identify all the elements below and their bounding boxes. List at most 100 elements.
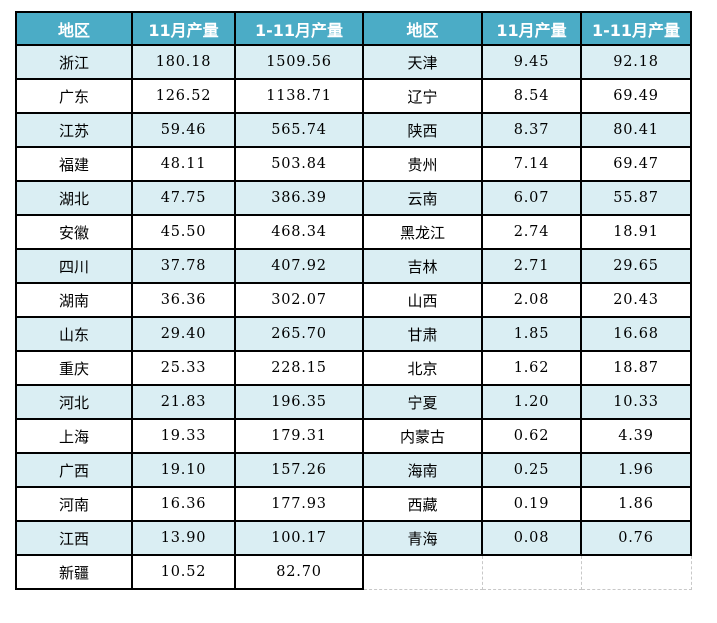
value-cell: 16.36 <box>131 486 236 522</box>
value-cell: 4.39 <box>580 418 692 454</box>
production-table: 地区 11月产量 1-11月产量 地区 11月产量 1-11月产量 浙江 180.… <box>15 11 692 590</box>
table-row: 重庆 25.33 228.15 北京 1.62 18.87 <box>15 350 692 386</box>
region-cell: 宁夏 <box>362 384 483 420</box>
region-cell: 广西 <box>15 452 133 488</box>
region-cell: 湖北 <box>15 180 133 216</box>
value-cell: 0.08 <box>481 520 582 556</box>
value-cell: 45.50 <box>131 214 236 250</box>
value-cell: 2.71 <box>481 248 582 284</box>
value-cell: 265.70 <box>234 316 364 352</box>
value-cell: 19.33 <box>131 418 236 454</box>
value-cell: 1.20 <box>481 384 582 420</box>
region-cell: 内蒙古 <box>362 418 483 454</box>
region-cell: 陕西 <box>362 112 483 148</box>
region-cell: 甘肃 <box>362 316 483 352</box>
table-row: 山东 29.40 265.70 甘肃 1.85 16.68 <box>15 316 692 352</box>
region-cell: 江苏 <box>15 112 133 148</box>
value-cell: 126.52 <box>131 78 236 114</box>
value-cell: 13.90 <box>131 520 236 556</box>
table-row: 上海 19.33 179.31 内蒙古 0.62 4.39 <box>15 418 692 454</box>
table-row: 湖南 36.36 302.07 山西 2.08 20.43 <box>15 282 692 318</box>
value-cell: 180.18 <box>131 44 236 80</box>
region-cell: 辽宁 <box>362 78 483 114</box>
region-cell: 广东 <box>15 78 133 114</box>
value-cell: 179.31 <box>234 418 364 454</box>
value-cell: 2.08 <box>481 282 582 318</box>
value-cell: 16.68 <box>580 316 692 352</box>
table-row: 广东 126.52 1138.71 辽宁 8.54 69.49 <box>15 78 692 114</box>
value-cell: 1.62 <box>481 350 582 386</box>
value-cell: 21.83 <box>131 384 236 420</box>
value-cell: 1509.56 <box>234 44 364 80</box>
value-cell: 19.10 <box>131 452 236 488</box>
value-cell: 565.74 <box>234 112 364 148</box>
table-row: 浙江 180.18 1509.56 天津 9.45 92.18 <box>15 44 692 80</box>
value-cell: 196.35 <box>234 384 364 420</box>
value-cell: 1138.71 <box>234 78 364 114</box>
empty-cell <box>580 554 692 590</box>
value-cell: 0.76 <box>580 520 692 556</box>
table-row: 四川 37.78 407.92 吉林 2.71 29.65 <box>15 248 692 284</box>
table-row: 广西 19.10 157.26 海南 0.25 1.96 <box>15 452 692 488</box>
value-cell: 407.92 <box>234 248 364 284</box>
region-cell: 北京 <box>362 350 483 386</box>
region-cell: 贵州 <box>362 146 483 182</box>
value-cell: 9.45 <box>481 44 582 80</box>
empty-cell <box>362 554 483 590</box>
value-cell: 0.19 <box>481 486 582 522</box>
table-row: 河南 16.36 177.93 西藏 0.19 1.86 <box>15 486 692 522</box>
region-cell: 河南 <box>15 486 133 522</box>
value-cell: 0.62 <box>481 418 582 454</box>
value-cell: 69.49 <box>580 78 692 114</box>
value-cell: 48.11 <box>131 146 236 182</box>
value-cell: 468.34 <box>234 214 364 250</box>
value-cell: 29.65 <box>580 248 692 284</box>
value-cell: 36.36 <box>131 282 236 318</box>
region-cell: 上海 <box>15 418 133 454</box>
value-cell: 20.43 <box>580 282 692 318</box>
column-header-jan-nov-right: 1-11月产量 <box>580 11 692 46</box>
header-row: 地区 11月产量 1-11月产量 地区 11月产量 1-11月产量 <box>15 11 692 46</box>
region-cell: 安徽 <box>15 214 133 250</box>
value-cell: 59.46 <box>131 112 236 148</box>
table-row: 江苏 59.46 565.74 陕西 8.37 80.41 <box>15 112 692 148</box>
value-cell: 18.91 <box>580 214 692 250</box>
value-cell: 25.33 <box>131 350 236 386</box>
value-cell: 29.40 <box>131 316 236 352</box>
table-row: 新疆 10.52 82.70 <box>15 554 692 590</box>
value-cell: 302.07 <box>234 282 364 318</box>
value-cell: 2.74 <box>481 214 582 250</box>
value-cell: 80.41 <box>580 112 692 148</box>
region-cell: 云南 <box>362 180 483 216</box>
value-cell: 7.14 <box>481 146 582 182</box>
region-cell: 吉林 <box>362 248 483 284</box>
table-row: 河北 21.83 196.35 宁夏 1.20 10.33 <box>15 384 692 420</box>
table-row: 湖北 47.75 386.39 云南 6.07 55.87 <box>15 180 692 216</box>
value-cell: 1.96 <box>580 452 692 488</box>
region-cell: 天津 <box>362 44 483 80</box>
region-cell: 黑龙江 <box>362 214 483 250</box>
region-cell: 重庆 <box>15 350 133 386</box>
value-cell: 6.07 <box>481 180 582 216</box>
value-cell: 55.87 <box>580 180 692 216</box>
value-cell: 69.47 <box>580 146 692 182</box>
value-cell: 47.75 <box>131 180 236 216</box>
empty-cell <box>481 554 582 590</box>
column-header-region-left: 地区 <box>15 11 133 46</box>
value-cell: 37.78 <box>131 248 236 284</box>
region-cell: 河北 <box>15 384 133 420</box>
value-cell: 157.26 <box>234 452 364 488</box>
column-header-jan-nov-left: 1-11月产量 <box>234 11 364 46</box>
value-cell: 1.85 <box>481 316 582 352</box>
value-cell: 92.18 <box>580 44 692 80</box>
value-cell: 386.39 <box>234 180 364 216</box>
table-row: 江西 13.90 100.17 青海 0.08 0.76 <box>15 520 692 556</box>
value-cell: 1.86 <box>580 486 692 522</box>
region-cell: 湖南 <box>15 282 133 318</box>
region-cell: 四川 <box>15 248 133 284</box>
value-cell: 10.33 <box>580 384 692 420</box>
value-cell: 177.93 <box>234 486 364 522</box>
value-cell: 0.25 <box>481 452 582 488</box>
table-row: 福建 48.11 503.84 贵州 7.14 69.47 <box>15 146 692 182</box>
value-cell: 100.17 <box>234 520 364 556</box>
